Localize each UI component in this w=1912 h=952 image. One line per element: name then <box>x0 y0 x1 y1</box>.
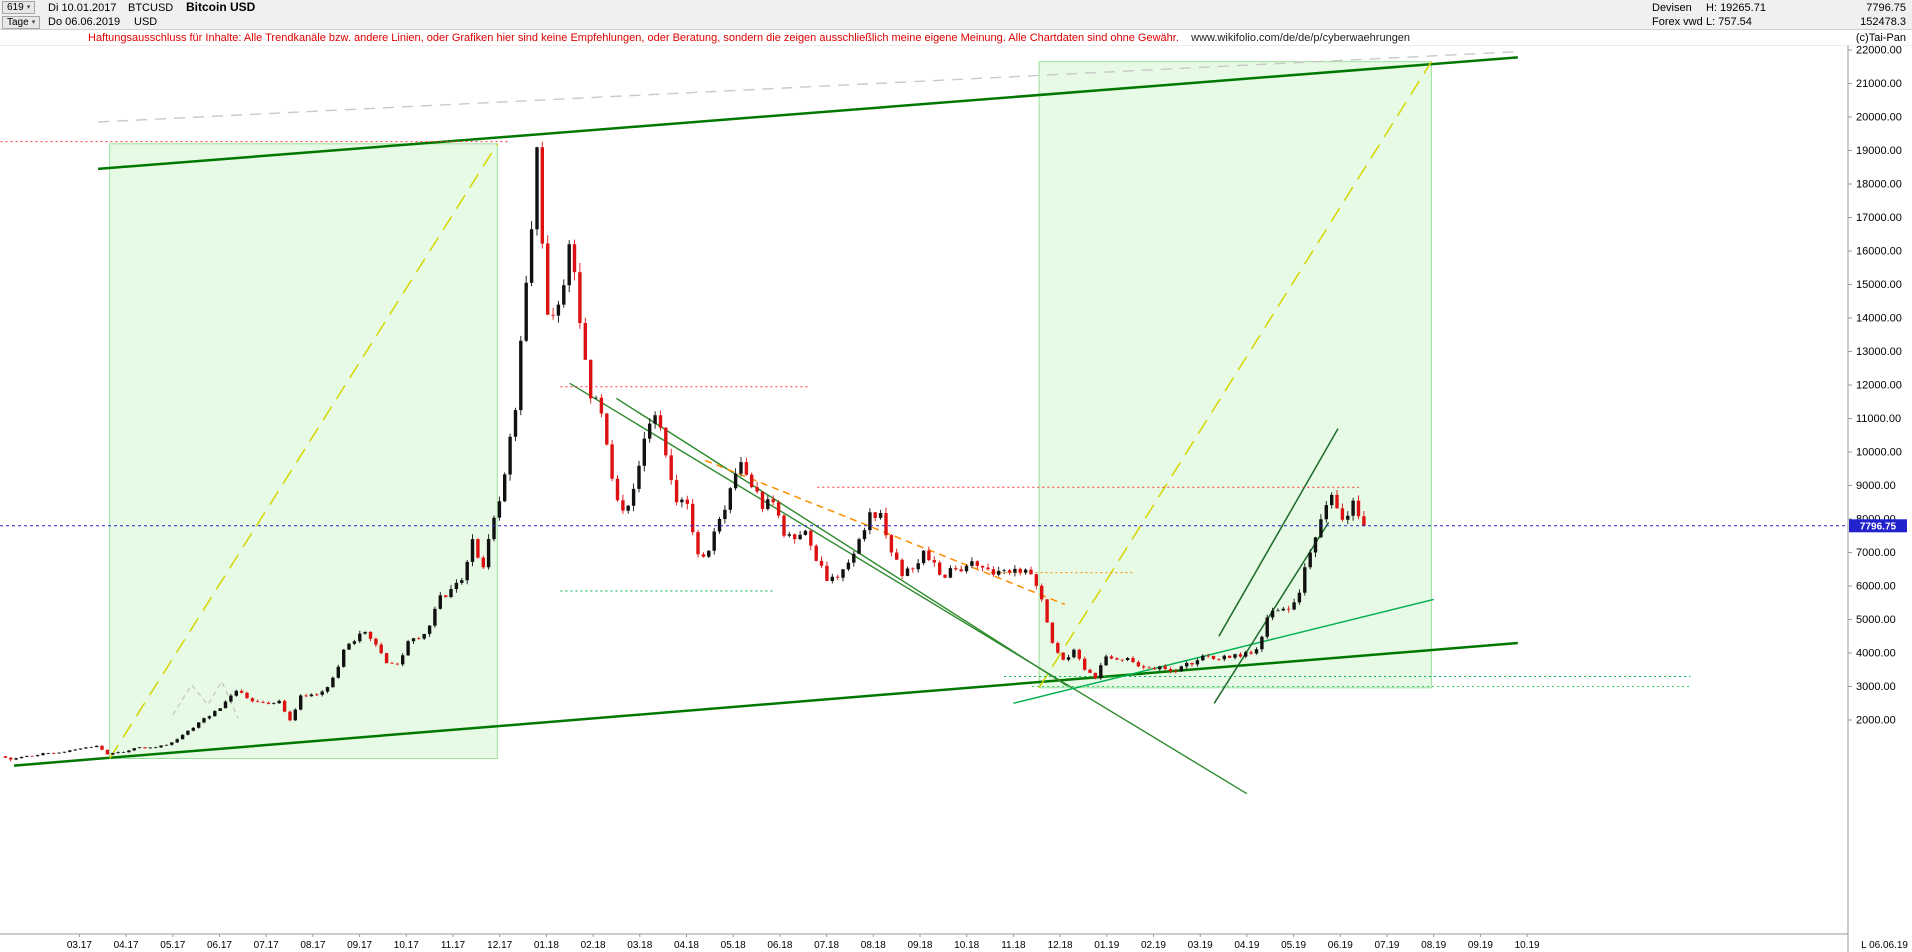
y-axis-label: 16000.00 <box>1856 246 1902 258</box>
high-value: 19265.71 <box>1720 2 1766 14</box>
disclaimer-sentence: Haftungsausschluss für Inhalte: Alle Tre… <box>88 32 1179 44</box>
x-axis-label: 09.18 <box>907 940 932 951</box>
x-axis-label: 04.17 <box>114 940 139 951</box>
x-axis-label: 10.18 <box>954 940 979 951</box>
x-axis-label: 03.17 <box>67 940 92 951</box>
x-axis-label: 03.19 <box>1188 940 1213 951</box>
low-value: 757.54 <box>1718 16 1752 28</box>
y-axis-label: 15000.00 <box>1856 279 1902 291</box>
bars-count-value: 619 <box>7 2 24 13</box>
period-value: Tage <box>7 17 29 28</box>
x-axis-label: 07.17 <box>254 940 279 951</box>
x-axis-label: 01.18 <box>534 940 559 951</box>
y-axis-label: 2000.00 <box>1856 715 1896 727</box>
last-date-label: L 06.06.19 <box>1861 940 1908 951</box>
y-axis-label: 20000.00 <box>1856 112 1902 124</box>
x-axis-label: 09.17 <box>347 940 372 951</box>
channel-upper[interactable] <box>98 56 1518 171</box>
y-axis-label: 10000.00 <box>1856 447 1902 459</box>
disclaimer-text: Haftungsausschluss für Inhalte: Alle Tre… <box>88 30 1410 46</box>
x-axis-label: 06.18 <box>767 940 792 951</box>
x-axis-label: 05.17 <box>160 940 185 951</box>
start-date[interactable]: Di 10.01.2017 <box>48 2 117 14</box>
x-axis-label: 05.18 <box>721 940 746 951</box>
disclaimer-url[interactable]: www.wikifolio.com/de/de/p/cyberwaehrunge… <box>1191 32 1411 44</box>
period-low: L: 757.54 <box>1706 16 1752 29</box>
x-axis-label: 08.17 <box>300 940 325 951</box>
x-axis-label: 04.18 <box>674 940 699 951</box>
y-axis-label: 21000.00 <box>1856 78 1902 90</box>
support-rising[interactable] <box>1013 598 1434 704</box>
x-axis-label: 12.18 <box>1048 940 1073 951</box>
x-axis-label: 08.19 <box>1421 940 1446 951</box>
x-axis-label: 06.19 <box>1328 940 1353 951</box>
disclaimer-bar: Haftungsausschluss für Inhalte: Alle Tre… <box>0 30 1912 46</box>
x-axis-label: 12.17 <box>487 940 512 951</box>
chevron-down-icon: ▾ <box>26 4 31 11</box>
chart-header: 619 ▾ Di 10.01.2017 BTCUSD Bitcoin USD T… <box>0 0 1912 30</box>
x-axis-label: 11.18 <box>1001 940 1026 951</box>
x-axis-label: 07.19 <box>1374 940 1399 951</box>
period-dropdown[interactable]: Tage ▾ <box>2 16 41 29</box>
feed-label: Forex vwd <box>1652 16 1703 28</box>
last-price-marker <box>1849 519 1907 533</box>
x-axis-label: 07.18 <box>814 940 839 951</box>
y-axis-label: 7000.00 <box>1856 547 1896 559</box>
y-axis-label: 17000.00 <box>1856 212 1902 224</box>
x-axis-label: 01.19 <box>1094 940 1119 951</box>
y-axis-label: 14000.00 <box>1856 313 1902 325</box>
period-high: H: 19265.71 <box>1706 2 1766 15</box>
x-axis-label: 09.19 <box>1468 940 1493 951</box>
x-axis-label: 08.18 <box>861 940 886 951</box>
x-axis-label: 02.19 <box>1141 940 1166 951</box>
page-title: Bitcoin USD <box>186 0 256 14</box>
x-axis-label: 10.19 <box>1515 940 1540 951</box>
rally-channel-upper[interactable] <box>1218 428 1339 637</box>
x-axis-label: 02.18 <box>581 940 606 951</box>
high-label: H: <box>1706 2 1717 14</box>
sketch-gray[interactable] <box>172 680 239 719</box>
x-axis-label: 10.17 <box>394 940 419 951</box>
x-axis-label: 04.19 <box>1234 940 1259 951</box>
x-axis-label: 05.19 <box>1281 940 1306 951</box>
last-price-value: 7796.75 <box>1860 522 1897 533</box>
chart-area[interactable]: 22000.00 21000.00 20000.00 19000.00 18000.00… <box>0 45 1912 952</box>
x-axis-label: 03.18 <box>627 940 652 951</box>
y-axis-label: 11000.00 <box>1856 413 1901 425</box>
y-axis-label: 18000.00 <box>1856 179 1902 191</box>
resistance-gray[interactable] <box>98 51 1518 123</box>
price-chart-svg: 22000.00 21000.00 20000.00 19000.00 18000.00… <box>0 45 1908 952</box>
channel-lower[interactable] <box>13 641 1518 767</box>
market-label: Devisen <box>1652 2 1692 14</box>
x-axis-label: 11.17 <box>441 940 466 951</box>
volume-value: 152478.3 <box>1860 16 1906 28</box>
downtrend-1[interactable] <box>569 382 1248 795</box>
fan-yellow-2019[interactable] <box>1038 61 1433 689</box>
copyright-label: (c)Tai-Pan <box>1855 32 1906 44</box>
chevron-down-icon: ▾ <box>31 19 36 26</box>
x-axis-label: 06.17 <box>207 940 232 951</box>
y-axis-label: 5000.00 <box>1856 614 1896 626</box>
y-axis-label: 19000.00 <box>1856 145 1902 157</box>
y-axis-label: 6000.00 <box>1856 581 1896 593</box>
y-axis-label: 22000.00 <box>1856 46 1902 57</box>
currency-label: USD <box>134 16 158 28</box>
end-date[interactable]: Do 06.06.2019 <box>48 16 121 28</box>
y-axis-label: 9000.00 <box>1856 480 1896 492</box>
symbol-label: BTCUSD <box>128 2 174 14</box>
y-axis-label: 13000.00 <box>1856 346 1902 358</box>
bars-count-dropdown[interactable]: 619 ▾ <box>2 1 36 14</box>
fan-yellow-2017[interactable] <box>109 143 499 759</box>
low-label: L: <box>1706 16 1716 28</box>
y-axis-label: 3000.00 <box>1856 681 1896 693</box>
y-axis-label: 12000.00 <box>1856 380 1902 392</box>
last-price-header: 7796.75 <box>1866 2 1906 14</box>
y-axis-label: 4000.00 <box>1856 648 1896 660</box>
downtrend-2[interactable] <box>616 397 1068 687</box>
